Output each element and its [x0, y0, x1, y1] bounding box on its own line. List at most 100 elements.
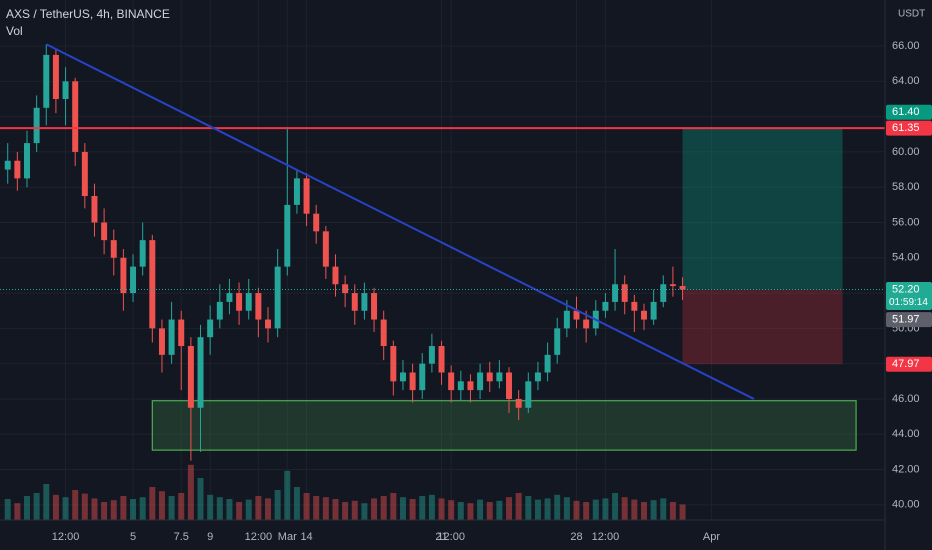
- volume-bar: [515, 493, 522, 520]
- volume-bar: [486, 502, 493, 520]
- volume-bar: [120, 496, 127, 520]
- volume-bar: [139, 497, 146, 520]
- volume-bar: [390, 493, 397, 520]
- candle-body: [313, 213, 320, 232]
- candle-body: [573, 310, 580, 320]
- candle-body: [583, 319, 590, 329]
- candle-body: [284, 204, 291, 267]
- volume-bar: [534, 499, 541, 520]
- volume-bar: [438, 498, 445, 520]
- currency-label[interactable]: USDT: [898, 9, 925, 20]
- candle-body: [62, 81, 69, 99]
- volume-bar: [419, 496, 426, 520]
- volume-bar: [496, 500, 503, 520]
- volume-bar: [24, 496, 30, 520]
- volume-bar: [563, 497, 570, 520]
- candle-body: [631, 301, 638, 311]
- candle-body: [293, 178, 300, 205]
- volume-bar: [265, 498, 271, 520]
- x-tick-label: 12:00: [245, 531, 273, 543]
- candle-body: [640, 310, 647, 320]
- price-label: 61.35: [892, 122, 920, 134]
- countdown: 01:59:14: [889, 297, 928, 308]
- volume-bar: [52, 494, 59, 520]
- support-zone: [151, 400, 857, 451]
- volume-bar: [81, 493, 88, 520]
- volume-bar: [303, 493, 310, 520]
- candle-body: [226, 293, 233, 302]
- volume-bar: [187, 464, 194, 520]
- volume-bar: [322, 497, 329, 520]
- price-label: 47.97: [892, 358, 920, 370]
- y-tick-label: 44.00: [892, 428, 920, 440]
- y-tick-label: 58.00: [892, 181, 920, 193]
- volume-bar: [284, 470, 291, 520]
- volume-bar: [399, 497, 406, 520]
- volume-bar: [43, 484, 50, 520]
- candle-body: [390, 346, 397, 382]
- volume-bar: [544, 498, 551, 520]
- volume-bar: [428, 494, 435, 520]
- y-tick-label: 66.00: [892, 40, 920, 52]
- candle-body: [525, 381, 532, 408]
- candle-body: [380, 319, 387, 347]
- candle-body: [602, 301, 609, 311]
- x-tick-label: Mar: [278, 531, 297, 543]
- y-tick-label: 42.00: [892, 463, 920, 475]
- candle-body: [197, 337, 204, 408]
- symbol-title[interactable]: AXS / TetherUS, 4h, BINANCE: [6, 7, 170, 21]
- x-tick-label: 12:00: [592, 531, 620, 543]
- volume-bar: [342, 502, 349, 520]
- candle-body: [371, 293, 378, 320]
- candle-body: [621, 284, 628, 302]
- candle-body: [168, 319, 175, 355]
- profit-zone: [682, 127, 843, 290]
- y-tick-label: 64.00: [892, 75, 920, 87]
- volume-bar: [158, 491, 165, 520]
- candle-body: [506, 372, 513, 399]
- candle-body: [351, 293, 358, 311]
- candle-body: [245, 293, 252, 311]
- volume-bar: [101, 502, 108, 520]
- candle-body: [457, 381, 464, 391]
- volume-bar: [62, 497, 69, 520]
- volume-bar: [409, 499, 416, 520]
- volume-bar: [216, 497, 223, 520]
- volume-bar: [679, 504, 686, 520]
- volume-bar: [612, 493, 619, 520]
- trendline: [45, 43, 755, 400]
- volume-bar: [669, 502, 676, 520]
- volume-bar: [371, 498, 378, 520]
- x-tick-label: 12:00: [52, 531, 80, 543]
- candle-body: [612, 284, 619, 302]
- indicator-label[interactable]: Vol: [6, 24, 23, 38]
- candle-body: [265, 319, 271, 329]
- candle-body: [4, 160, 11, 170]
- candle-body: [236, 293, 243, 311]
- volume-bar: [168, 496, 175, 520]
- candle-body: [467, 381, 474, 391]
- candle-body: [149, 240, 156, 329]
- volume-bar: [207, 494, 214, 520]
- candle-body: [419, 363, 426, 391]
- volume-bar: [583, 502, 590, 520]
- price-label: 52.20: [892, 283, 920, 295]
- candle-body: [130, 266, 137, 294]
- price-label-box: [886, 282, 932, 311]
- candle-body: [515, 398, 522, 408]
- candle-body: [563, 310, 570, 329]
- candle-body: [207, 319, 214, 338]
- volume-bar: [274, 490, 281, 520]
- volume-bar: [380, 496, 387, 520]
- volume-bar: [110, 500, 117, 520]
- volume-bar: [149, 487, 156, 520]
- candle-body: [178, 319, 185, 347]
- candle-body: [342, 284, 349, 294]
- candle-body: [274, 266, 281, 329]
- candle-body: [216, 301, 223, 320]
- candle-body: [477, 372, 484, 391]
- x-tick-label: 7.5: [174, 531, 189, 543]
- x-tick-label: 21: [435, 531, 447, 543]
- volume-bar: [631, 499, 638, 520]
